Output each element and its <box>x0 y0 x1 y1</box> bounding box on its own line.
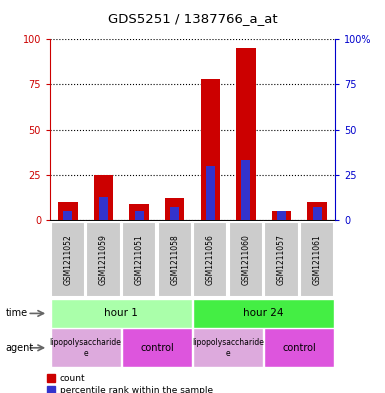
Text: GSM1211057: GSM1211057 <box>277 234 286 285</box>
Bar <box>64 211 72 220</box>
FancyBboxPatch shape <box>300 222 334 297</box>
Bar <box>313 208 321 220</box>
Bar <box>193 328 263 367</box>
Bar <box>277 211 286 220</box>
FancyBboxPatch shape <box>264 222 299 297</box>
Bar <box>170 208 179 220</box>
Text: hour 1: hour 1 <box>104 309 138 318</box>
Text: lipopolysaccharide
e: lipopolysaccharide e <box>50 338 122 358</box>
Bar <box>241 160 250 220</box>
Bar <box>193 299 334 328</box>
Bar <box>307 202 327 220</box>
Bar <box>272 211 291 220</box>
Text: agent: agent <box>6 343 34 353</box>
FancyBboxPatch shape <box>157 222 192 297</box>
Bar <box>135 211 144 220</box>
FancyBboxPatch shape <box>193 222 228 297</box>
Bar <box>99 196 108 220</box>
Bar <box>122 328 192 367</box>
Bar <box>165 198 184 220</box>
FancyBboxPatch shape <box>51 222 85 297</box>
Text: lipopolysaccharide
e: lipopolysaccharide e <box>192 338 264 358</box>
Bar <box>51 328 121 367</box>
FancyBboxPatch shape <box>229 222 263 297</box>
Text: GSM1211056: GSM1211056 <box>206 234 215 285</box>
FancyBboxPatch shape <box>122 222 156 297</box>
Text: time: time <box>6 309 28 318</box>
Bar <box>236 48 256 220</box>
Text: control: control <box>283 343 316 353</box>
Legend: count, percentile rank within the sample: count, percentile rank within the sample <box>47 374 213 393</box>
Bar <box>264 328 334 367</box>
Bar <box>58 202 78 220</box>
Text: GSM1211051: GSM1211051 <box>135 234 144 285</box>
Text: control: control <box>140 343 174 353</box>
Bar <box>129 204 149 220</box>
Text: GSM1211061: GSM1211061 <box>313 234 321 285</box>
Text: GSM1211060: GSM1211060 <box>241 234 250 285</box>
Text: hour 24: hour 24 <box>243 309 284 318</box>
Bar <box>51 299 192 328</box>
Text: GSM1211058: GSM1211058 <box>170 234 179 285</box>
Text: GSM1211059: GSM1211059 <box>99 234 108 285</box>
Bar <box>201 79 220 220</box>
Text: GDS5251 / 1387766_a_at: GDS5251 / 1387766_a_at <box>108 12 277 25</box>
Bar <box>206 166 215 220</box>
FancyBboxPatch shape <box>86 222 121 297</box>
Text: GSM1211052: GSM1211052 <box>64 234 72 285</box>
Bar <box>94 175 113 220</box>
